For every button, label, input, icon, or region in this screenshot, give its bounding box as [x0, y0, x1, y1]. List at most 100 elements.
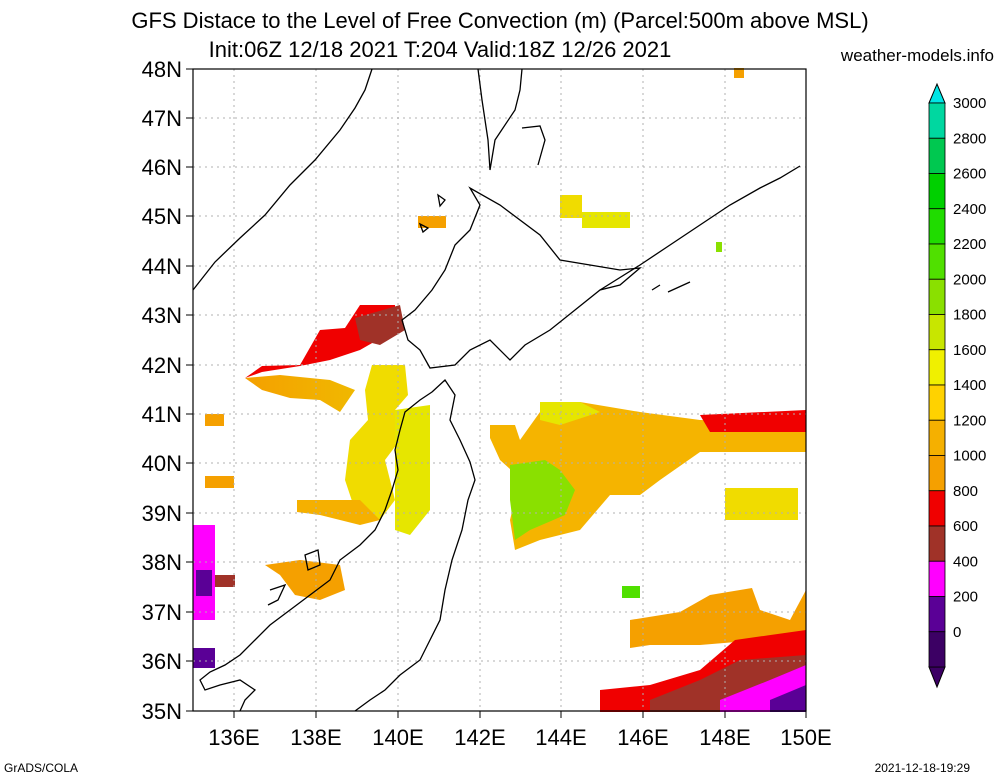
lat-label: 40N: [142, 451, 182, 476]
lat-label: 45N: [142, 204, 182, 229]
colorbar-segment: [928, 102, 946, 139]
colorbar-label: 1600: [953, 342, 986, 359]
lat-label: 46N: [142, 155, 182, 180]
credit-label: weather-models.info: [840, 46, 994, 65]
lon-label: 140E: [372, 725, 423, 750]
colorbar-label: 1800: [953, 307, 986, 324]
lat-label: 38N: [142, 550, 182, 575]
field-patch: [265, 560, 345, 600]
coastline-hokkaido: [401, 186, 643, 369]
lon-label: 148E: [699, 725, 750, 750]
field-patch: [245, 375, 355, 412]
colorbar-segment: [928, 384, 946, 421]
colorbar-label: 2000: [953, 271, 986, 288]
chart-title-line1: GFS Distace to the Level of Free Convect…: [131, 8, 869, 33]
colorbar-label: 800: [953, 483, 978, 500]
colorbar-segment: [928, 349, 946, 386]
field-patch: [395, 405, 430, 535]
lat-label: 41N: [142, 402, 182, 427]
longitude-labels: 136E 138E 140E 142E 144E 146E 148E 150E: [208, 725, 831, 750]
lon-label: 144E: [535, 725, 586, 750]
field-patch: [630, 588, 806, 648]
colorbar-segment: [928, 137, 946, 174]
lat-label: 48N: [142, 57, 182, 82]
field-patch: [345, 365, 408, 520]
plot-frame: [192, 68, 807, 712]
coastline-kuril: [599, 165, 801, 293]
field-patch: [196, 570, 212, 596]
colorbar-segment: [928, 419, 946, 456]
lat-label: 42N: [142, 353, 182, 378]
colorbar-segment: [928, 455, 946, 492]
colorbar-label: 2800: [953, 130, 986, 147]
field-patch: [490, 402, 806, 550]
colorbar-label: 1000: [953, 448, 986, 465]
colorbar-label: 3000: [953, 95, 986, 112]
field-patch: [510, 460, 575, 540]
lon-label: 146E: [617, 725, 668, 750]
colorbar-label: 400: [953, 553, 978, 570]
colorbar-top-arrow: [928, 82, 946, 104]
lat-label: 44N: [142, 254, 182, 279]
coastline-mainland-asia: [192, 68, 373, 291]
colorbar-label: 2400: [953, 201, 986, 218]
lon-label: 136E: [208, 725, 259, 750]
lat-label: 37N: [142, 600, 182, 625]
lat-label: 39N: [142, 501, 182, 526]
field-patch: [622, 586, 640, 598]
field-patch: [205, 414, 224, 426]
lon-label: 142E: [454, 725, 505, 750]
colorbar-label: 2200: [953, 236, 986, 253]
colorbar-label: 1200: [953, 412, 986, 429]
lat-label: 43N: [142, 303, 182, 328]
axis-ticks: [186, 68, 807, 718]
coastline-noto: [267, 583, 287, 606]
field-patch: [205, 476, 234, 488]
field-patches: [193, 68, 806, 712]
colorbar-label: 0: [953, 624, 961, 641]
field-patch: [215, 575, 235, 587]
colorbar-bottom-arrow: [928, 666, 946, 689]
field-patch: [582, 212, 630, 228]
field-patch: [700, 410, 806, 432]
lat-label: 35N: [142, 699, 182, 724]
colorbar-segment: [928, 560, 946, 597]
field-patch: [725, 488, 798, 520]
footer-right-label: 2021-12-18-19:29: [874, 761, 970, 775]
field-patch: [770, 685, 806, 712]
lat-label: 36N: [142, 649, 182, 674]
colorbar-segment: [928, 525, 946, 562]
field-patch: [418, 216, 446, 228]
field-patch: [734, 68, 744, 78]
coastline-sado: [304, 549, 321, 571]
graticule: [193, 69, 806, 711]
colorbar-segment: [928, 314, 946, 351]
coastline-honshu: [199, 379, 476, 712]
colorbar-segment: [928, 243, 946, 280]
colorbar-segment: [928, 631, 946, 668]
latitude-labels: 48N 47N 46N 45N 44N 43N 42N 41N 40N 39N …: [142, 57, 182, 724]
lon-label: 150E: [780, 725, 831, 750]
coastline-islands: [418, 193, 446, 234]
colorbar-label: 200: [953, 589, 978, 606]
colorbar-segment: [928, 278, 946, 315]
field-patch: [540, 402, 600, 425]
colorbar-segment: [928, 596, 946, 633]
coastline-sakhalin: [477, 68, 546, 171]
colorbar-segment: [928, 173, 946, 210]
colorbar-label: 600: [953, 518, 978, 535]
field-patch: [716, 242, 722, 252]
colorbar-segment: [928, 490, 946, 527]
chart-title-line2: Init:06Z 12/18 2021 T:204 Valid:18Z 12/2…: [208, 37, 672, 62]
footer-left-label: GrADS/COLA: [4, 761, 79, 775]
colorbar-label: 2600: [953, 166, 986, 183]
lat-label: 47N: [142, 106, 182, 131]
field-patch: [193, 648, 215, 668]
colorbar-label: 1400: [953, 377, 986, 394]
field-patch: [560, 195, 582, 218]
coastlines: [192, 68, 801, 712]
colorbar-segment: [928, 208, 946, 245]
lon-label: 138E: [290, 725, 341, 750]
colorbar: 3000280026002400220020001800160014001200…: [928, 82, 986, 689]
